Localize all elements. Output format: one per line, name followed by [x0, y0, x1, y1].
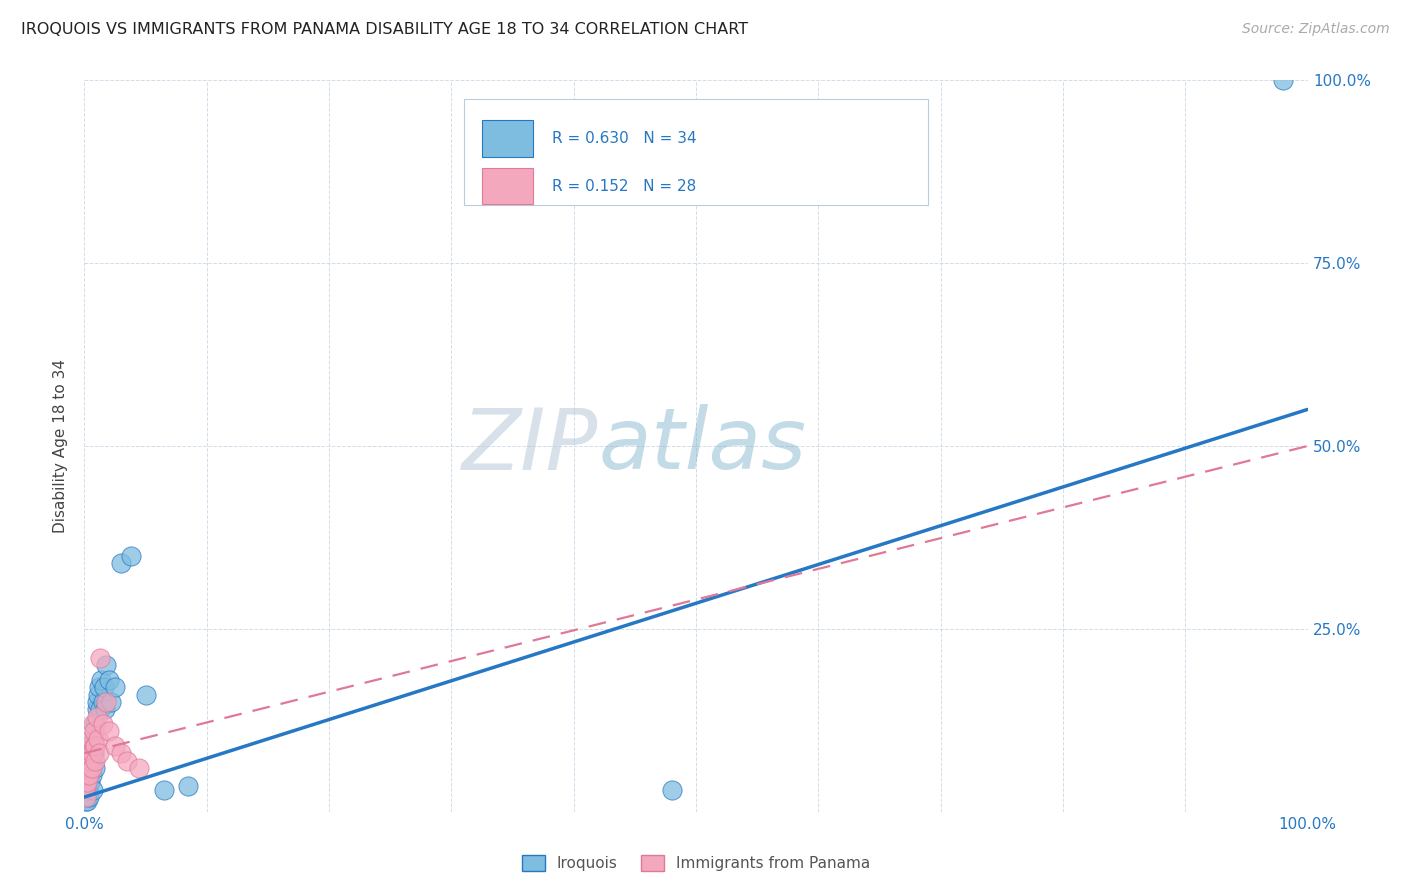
- Point: [83, 746, 105, 760]
- Point: [110, 556, 132, 570]
- Point: [83, 754, 105, 768]
- Point: [96, 695, 118, 709]
- Point: [82, 768, 104, 782]
- Point: [97, 724, 120, 739]
- Point: [1272, 73, 1295, 87]
- Point: [90, 673, 112, 687]
- Point: [84, 739, 107, 753]
- Point: [80, 746, 103, 760]
- Point: [77, 761, 100, 775]
- Point: [87, 731, 110, 746]
- Point: [83, 717, 105, 731]
- Point: [120, 549, 142, 563]
- Point: [83, 724, 105, 739]
- Text: R = 0.630   N = 34: R = 0.630 N = 34: [551, 131, 696, 145]
- Point: [79, 739, 101, 753]
- Point: [83, 731, 105, 746]
- Point: [76, 790, 98, 805]
- Point: [82, 717, 104, 731]
- Bar: [482, 168, 533, 204]
- Point: [75, 790, 97, 805]
- FancyBboxPatch shape: [464, 99, 928, 204]
- Point: [83, 739, 105, 753]
- Point: [79, 775, 101, 789]
- Text: Source: ZipAtlas.com: Source: ZipAtlas.com: [1241, 22, 1389, 37]
- Point: [89, 651, 111, 665]
- Point: [77, 768, 100, 782]
- Point: [97, 673, 120, 687]
- Point: [153, 782, 176, 797]
- Point: [77, 782, 100, 797]
- Point: [177, 779, 200, 793]
- Y-axis label: Disability Age 18 to 34: Disability Age 18 to 34: [53, 359, 69, 533]
- Point: [86, 695, 108, 709]
- Point: [87, 681, 110, 695]
- Point: [661, 782, 683, 797]
- Point: [80, 761, 103, 775]
- Point: [93, 681, 115, 695]
- Point: [75, 779, 97, 793]
- Point: [76, 775, 98, 789]
- Legend: Iroquois, Immigrants from Panama: Iroquois, Immigrants from Panama: [516, 849, 876, 877]
- Point: [115, 754, 138, 768]
- Point: [75, 794, 97, 808]
- Point: [86, 709, 108, 723]
- Text: IROQUOIS VS IMMIGRANTS FROM PANAMA DISABILITY AGE 18 TO 34 CORRELATION CHART: IROQUOIS VS IMMIGRANTS FROM PANAMA DISAB…: [21, 22, 748, 37]
- Text: R = 0.152   N = 28: R = 0.152 N = 28: [551, 178, 696, 194]
- Text: atlas: atlas: [598, 404, 806, 488]
- Point: [77, 790, 100, 805]
- Bar: [482, 120, 533, 157]
- Point: [79, 754, 101, 768]
- Point: [84, 761, 107, 775]
- Point: [89, 702, 111, 716]
- Point: [80, 731, 103, 746]
- Point: [91, 717, 114, 731]
- Point: [82, 761, 104, 775]
- Point: [96, 658, 118, 673]
- Point: [82, 782, 104, 797]
- Point: [104, 681, 127, 695]
- Point: [76, 794, 98, 808]
- Point: [104, 739, 127, 753]
- Point: [110, 746, 132, 760]
- Point: [94, 702, 117, 716]
- Point: [91, 695, 114, 709]
- Point: [76, 768, 98, 782]
- Point: [135, 688, 157, 702]
- Point: [87, 688, 110, 702]
- Point: [80, 746, 103, 760]
- Point: [86, 702, 108, 716]
- Point: [100, 695, 122, 709]
- Point: [77, 746, 100, 760]
- Point: [87, 746, 110, 760]
- Text: ZIP: ZIP: [461, 404, 598, 488]
- Point: [128, 761, 150, 775]
